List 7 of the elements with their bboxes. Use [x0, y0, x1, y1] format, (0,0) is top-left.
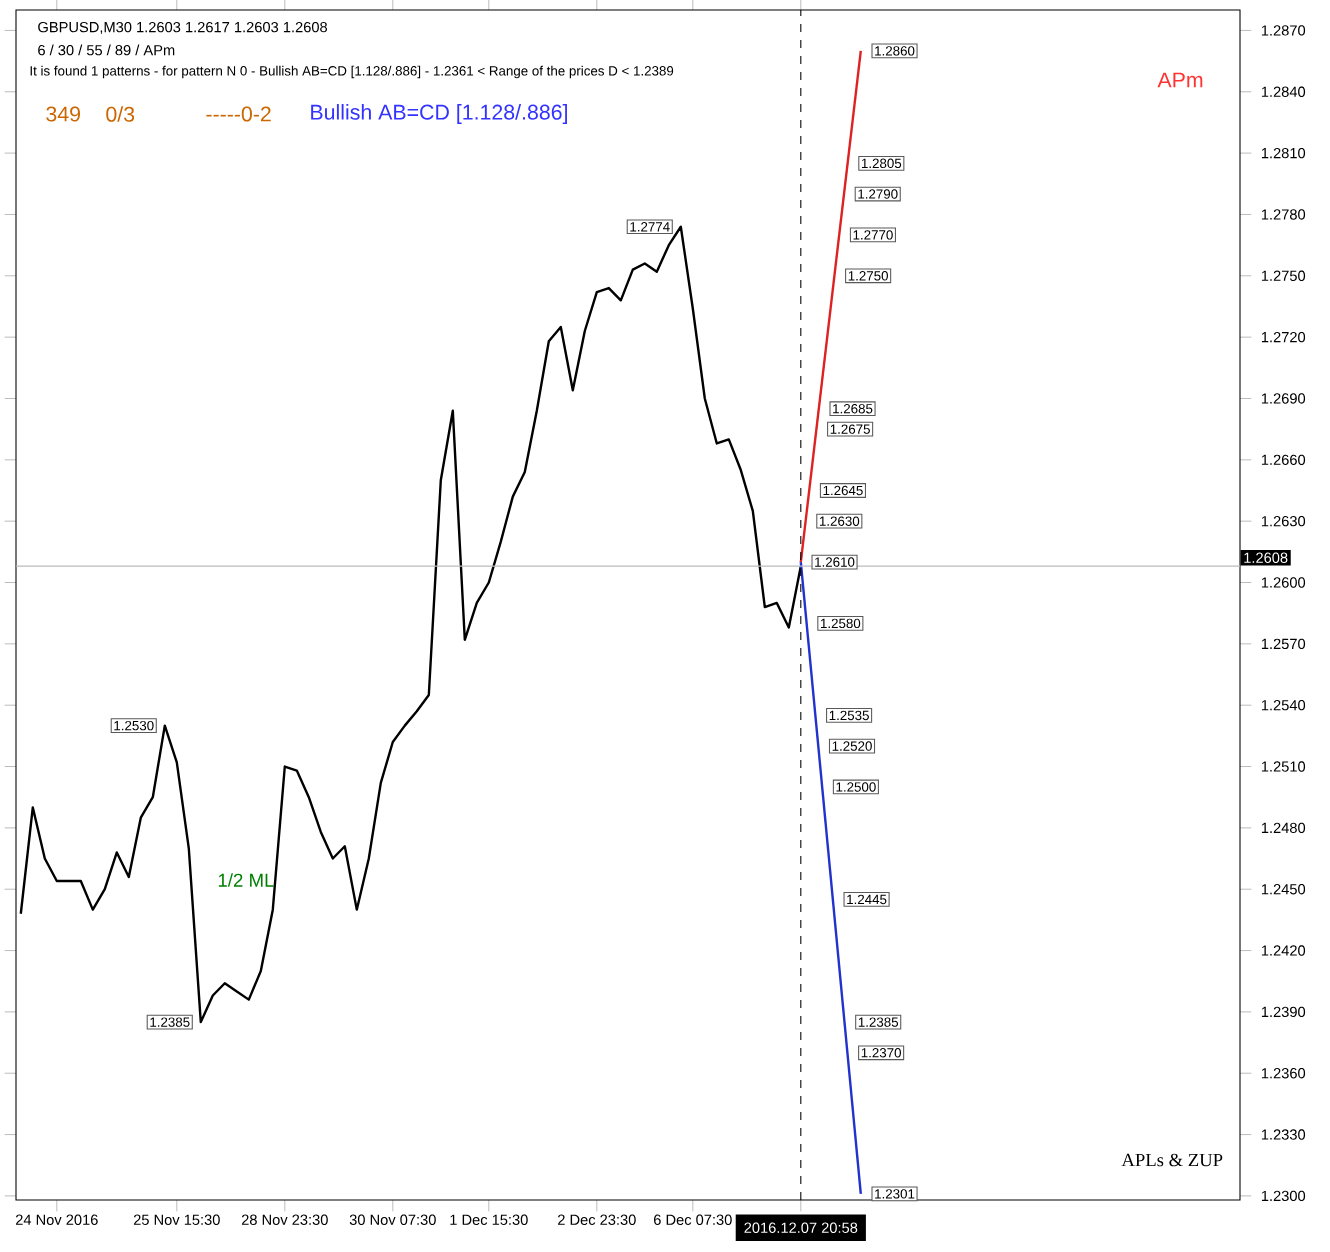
annotation: -----0-2 — [206, 106, 271, 122]
annotation: 349 — [46, 106, 80, 122]
annotation: 1/2 ML — [218, 873, 274, 887]
text: APLs & ZUP — [1121, 1153, 1223, 1167]
text: APm — [1157, 72, 1203, 88]
annotation: Bullish AB=CD [1.128/.886] — [311, 104, 567, 124]
annotation: 0/3 — [106, 106, 135, 122]
